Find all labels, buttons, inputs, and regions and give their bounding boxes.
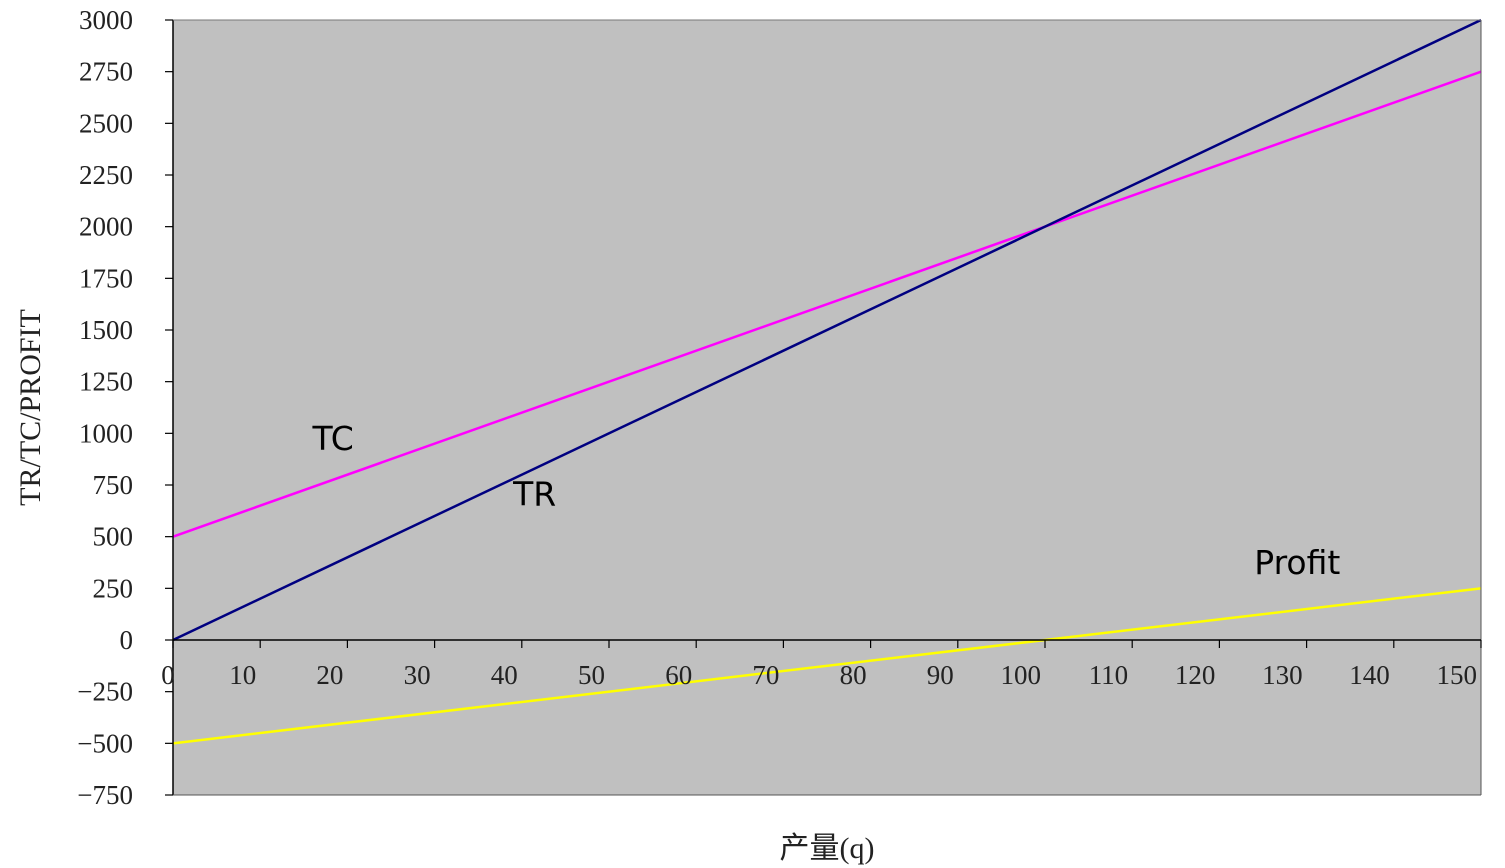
series-line-profit xyxy=(172,587,1482,745)
x-tick-label: 110 xyxy=(1089,660,1129,690)
x-tick-label: 60 xyxy=(665,660,692,690)
axes-layer xyxy=(165,19,1482,796)
x-tick-label: 140 xyxy=(1349,660,1390,690)
series-label-tr: TR xyxy=(512,475,556,514)
y-tick-label: 250 xyxy=(93,573,134,603)
x-tick-label: 130 xyxy=(1262,660,1303,690)
series-line-tr xyxy=(172,18,1482,642)
x-axis-title: 产量(q) xyxy=(780,832,875,865)
x-tick-label: 120 xyxy=(1175,660,1216,690)
y-tick-label: 2250 xyxy=(79,160,133,190)
x-tick-label: 70 xyxy=(752,660,779,690)
x-tick-label: 150 xyxy=(1437,660,1478,690)
y-tick-label: 2750 xyxy=(79,57,133,87)
series-label-profit: Profit xyxy=(1254,543,1340,582)
x-tick-label: 80 xyxy=(840,660,867,690)
y-tick-label: −750 xyxy=(77,780,133,810)
y-tick-label: −500 xyxy=(77,728,133,758)
x-tick-label: 20 xyxy=(316,660,343,690)
series-layer xyxy=(172,18,1482,745)
x-tick-label: 100 xyxy=(1001,660,1042,690)
x-tick-label: 40 xyxy=(491,660,518,690)
y-tick-label: 1500 xyxy=(79,315,133,345)
y-tick-label: 750 xyxy=(93,470,134,500)
y-tick-label: 0 xyxy=(120,625,134,655)
series-line-tc xyxy=(172,70,1482,538)
y-tick-label: 1250 xyxy=(79,367,133,397)
series-label-tc: TC xyxy=(312,419,354,458)
x-tick-label: 90 xyxy=(927,660,954,690)
x-tick-label: 50 xyxy=(578,660,605,690)
y-tick-label: 2500 xyxy=(79,108,133,138)
labels-layer: 3000275025002250200017501500125010007505… xyxy=(77,5,1477,810)
x-tick-label: 0 xyxy=(161,660,175,690)
y-tick-label: 500 xyxy=(93,522,134,552)
y-tick-label: −250 xyxy=(77,677,133,707)
x-tick-label: 30 xyxy=(404,660,431,690)
x-tick-label: 10 xyxy=(229,660,256,690)
y-tick-label: 1750 xyxy=(79,263,133,293)
y-tick-label: 1000 xyxy=(79,418,133,448)
y-tick-label: 2000 xyxy=(79,212,133,242)
y-tick-label: 3000 xyxy=(79,5,133,35)
y-axis-title: TR/TC/PROFIT xyxy=(14,309,47,506)
